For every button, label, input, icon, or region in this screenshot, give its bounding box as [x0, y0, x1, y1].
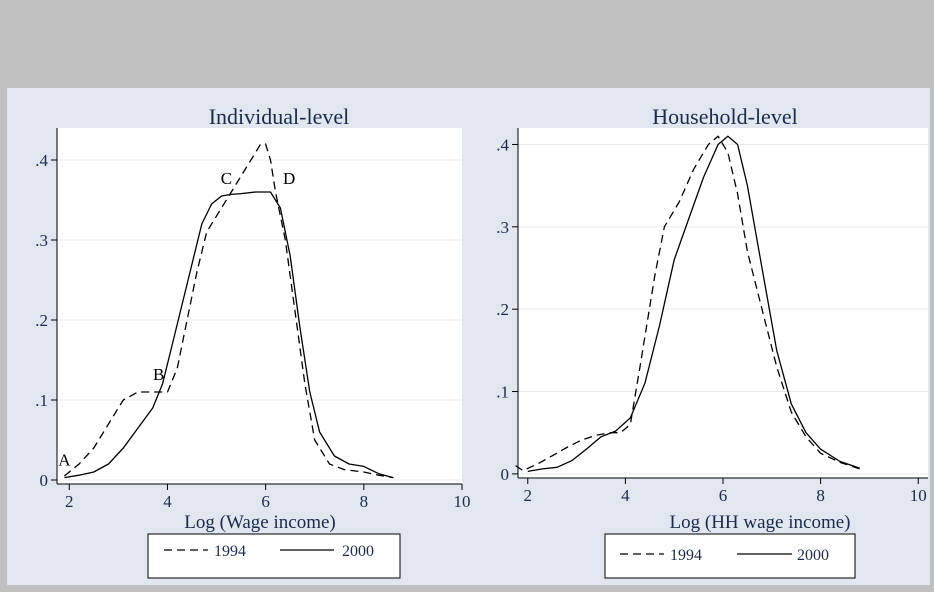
x-tick-label: 2: [524, 486, 533, 505]
series-group: [515, 135, 860, 473]
x-tick-label: 4: [163, 492, 172, 511]
series-line-1994: [63, 143, 394, 479]
x-tick-label: 4: [621, 486, 630, 505]
y-tick-label: .3: [35, 231, 48, 250]
legend-label-1994: 1994: [670, 547, 702, 564]
series-line-2000: [64, 191, 394, 479]
series-line-2000: [527, 135, 860, 473]
legend-label-2000: 2000: [342, 543, 374, 560]
annotation-A: A: [58, 451, 71, 470]
chart-household-level: Household-level 0 .1 .2 .3 .4 2 4 6 8 10 Log (HH…: [496, 104, 928, 579]
annotation-B: B: [153, 365, 164, 384]
annotations: A B C D: [58, 169, 295, 470]
x-tick-label: 8: [360, 492, 369, 511]
plot-area: [518, 128, 928, 478]
legend: 1994 2000: [147, 533, 401, 579]
x-tick-label: 10: [910, 486, 927, 505]
y-tick-label: .1: [496, 383, 509, 402]
x-ticks: 2 4 6 8 10: [65, 484, 471, 511]
annotation-C: C: [221, 169, 232, 188]
x-tick-label: 6: [719, 486, 728, 505]
x-axis-label: Log (Wage income): [184, 512, 335, 533]
y-tick-label: .2: [35, 311, 48, 330]
y-tick-label: .4: [35, 151, 48, 170]
chart-individual-level: Individual-level 0 .1 .2 .3 .4 2 4 6 8 10 A B C D L…: [35, 104, 471, 579]
plot-area: [57, 128, 462, 484]
y-tick-label: .4: [496, 135, 509, 154]
legend: 1994 2000: [604, 533, 856, 579]
y-ticks: 0 .1 .2 .3 .4: [496, 135, 518, 484]
legend-box: [604, 533, 856, 579]
legend-label-2000: 2000: [797, 547, 829, 564]
annotation-D: D: [283, 169, 295, 188]
series-line-1994: [515, 135, 860, 472]
chart-title: Individual-level: [209, 104, 350, 129]
y-tick-label: .1: [35, 391, 48, 410]
y-tick-label: 0: [40, 471, 49, 490]
y-tick-label: 0: [501, 465, 510, 484]
legend-box: [147, 533, 401, 579]
x-axis-label: Log (HH wage income): [670, 512, 851, 533]
series-group: [63, 143, 394, 479]
y-tick-label: .2: [496, 300, 509, 319]
y-tick-label: .3: [496, 218, 509, 237]
x-tick-label: 10: [454, 492, 471, 511]
y-ticks: 0 .1 .2 .3 .4: [35, 151, 57, 490]
x-ticks: 2 4 6 8 10: [524, 478, 927, 505]
legend-label-1994: 1994: [214, 543, 246, 560]
chart-title: Household-level: [652, 104, 797, 129]
x-tick-label: 6: [261, 492, 270, 511]
x-tick-label: 8: [816, 486, 825, 505]
grid: [518, 143, 928, 475]
x-tick-label: 2: [65, 492, 74, 511]
